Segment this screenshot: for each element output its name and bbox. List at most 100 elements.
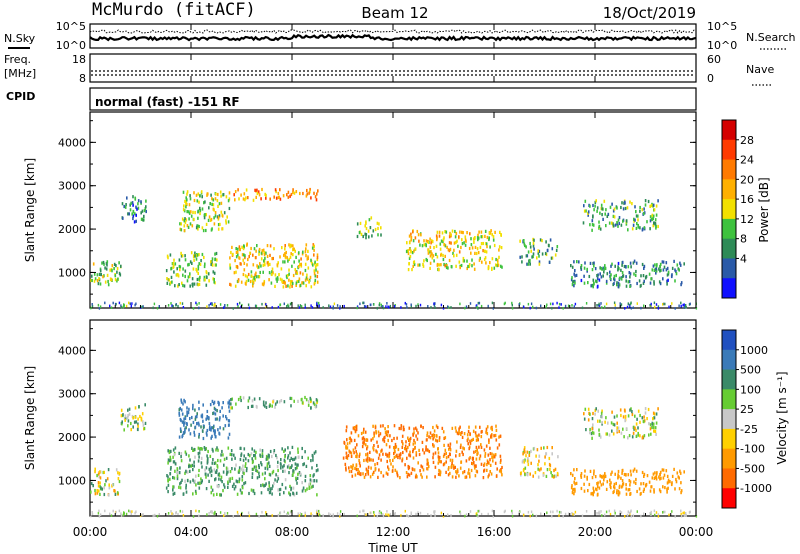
data-cell xyxy=(594,204,596,208)
data-cell xyxy=(659,470,662,474)
data-cell xyxy=(632,514,634,517)
data-cell xyxy=(227,470,229,474)
data-cell xyxy=(306,188,308,193)
data-cell xyxy=(421,475,423,479)
data-cell xyxy=(635,428,637,432)
data-cell xyxy=(499,454,502,458)
data-cell xyxy=(653,425,655,430)
data-cell xyxy=(466,259,468,263)
data-cell xyxy=(445,456,448,460)
data-cell xyxy=(439,247,442,251)
data-cell xyxy=(632,223,635,227)
data-cell xyxy=(243,447,246,451)
data-cell xyxy=(220,210,223,214)
data-cell xyxy=(685,512,687,515)
data-cell xyxy=(418,239,420,243)
data-cell xyxy=(455,470,457,474)
data-cell xyxy=(381,448,383,452)
data-cell xyxy=(591,417,594,421)
data-cell xyxy=(648,480,651,484)
data-cell xyxy=(643,266,645,270)
data-cell xyxy=(208,512,210,515)
data-cell xyxy=(596,488,598,492)
data-cell xyxy=(414,446,416,450)
data-cell xyxy=(571,491,574,495)
data-cell xyxy=(184,217,186,221)
data-cell xyxy=(440,263,442,267)
data-cell xyxy=(342,456,345,460)
data-cell xyxy=(306,257,309,261)
data-cell xyxy=(197,264,200,268)
data-cell xyxy=(137,427,139,432)
data-cell xyxy=(196,253,199,257)
data-cell xyxy=(511,509,513,513)
data-cell xyxy=(354,466,356,470)
data-cell xyxy=(172,485,174,489)
data-cell xyxy=(662,268,665,272)
freq-panel: Freq. [MHz] 18 8 60 0 Nave xyxy=(4,53,774,86)
data-cell xyxy=(454,235,457,239)
data-cell xyxy=(216,484,219,488)
data-cell xyxy=(277,261,279,265)
data-cell xyxy=(556,245,559,249)
data-cell xyxy=(113,262,116,266)
data-cell xyxy=(128,212,130,216)
data-cell xyxy=(602,482,604,486)
data-cell xyxy=(313,253,315,257)
data-cell xyxy=(265,196,267,200)
data-cell xyxy=(197,267,200,271)
freq-label-line2: [MHz] xyxy=(4,67,36,80)
data-cell xyxy=(387,305,389,308)
data-cell xyxy=(276,400,278,404)
data-cell xyxy=(604,266,607,270)
data-cell xyxy=(292,469,294,473)
data-cell xyxy=(597,481,599,485)
data-cell xyxy=(548,456,551,461)
colorbar-tick-label: 500 xyxy=(740,364,761,377)
data-cell xyxy=(679,263,682,267)
data-cell xyxy=(213,406,216,410)
data-cell xyxy=(139,414,141,419)
data-cell xyxy=(470,237,472,241)
data-cell xyxy=(313,269,316,273)
data-cell xyxy=(241,245,243,249)
data-cell xyxy=(279,197,282,201)
data-cell xyxy=(661,260,664,264)
data-cell xyxy=(483,249,486,253)
data-cell xyxy=(410,513,412,516)
x-tick-label: 00:00 xyxy=(73,525,108,539)
data-cell xyxy=(490,229,492,233)
data-cell xyxy=(621,468,624,472)
data-cell xyxy=(532,255,534,259)
data-cell xyxy=(662,511,664,514)
data-cell xyxy=(435,234,438,238)
data-cell xyxy=(429,436,432,440)
data-cell xyxy=(370,438,372,442)
data-cell xyxy=(489,452,492,456)
data-cell xyxy=(384,430,387,435)
data-cell xyxy=(454,229,456,234)
data-cell xyxy=(594,412,596,416)
data-cell xyxy=(210,436,212,440)
data-cell xyxy=(180,459,183,463)
data-cell xyxy=(635,214,638,218)
data-cell xyxy=(584,261,586,265)
data-cell xyxy=(682,511,684,515)
data-cell xyxy=(464,514,466,518)
data-cell xyxy=(583,417,586,421)
data-cell xyxy=(257,265,259,270)
data-cell xyxy=(433,302,435,305)
data-cell xyxy=(616,421,618,425)
data-cell xyxy=(635,261,638,265)
colorbar-swatch xyxy=(722,488,736,509)
data-cell xyxy=(589,469,592,473)
data-cell xyxy=(442,454,445,458)
y-tick-label: 4000 xyxy=(58,344,86,357)
data-cell xyxy=(269,244,272,248)
data-cell xyxy=(689,302,691,306)
data-cell xyxy=(625,492,628,496)
data-cell xyxy=(491,425,493,429)
data-cell xyxy=(180,429,182,433)
data-cell xyxy=(600,510,602,513)
data-cell xyxy=(289,302,292,306)
